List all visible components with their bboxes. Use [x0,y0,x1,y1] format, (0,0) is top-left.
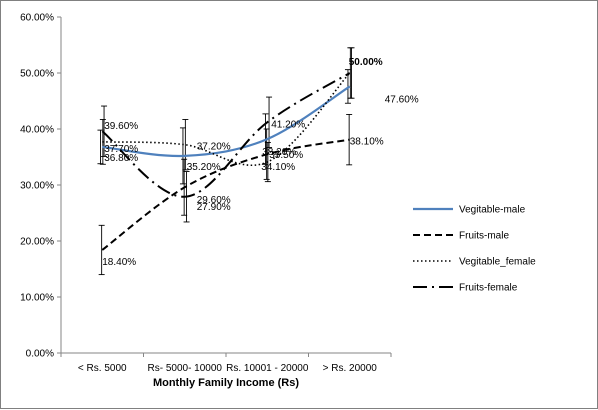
data-label: 34.10% [261,162,295,173]
data-label: 35.50% [269,150,303,161]
data-label: 36.80% [104,153,138,164]
y-tick-label: 0.00% [26,349,54,360]
data-label: 38.10% [350,137,384,148]
legend-label: Fruits-female [459,283,518,294]
legend-label: Vegitable-male [459,205,526,216]
series-line-1 [101,138,350,251]
x-tick-label: < Rs. 5000 [78,363,127,374]
y-tick-label: 60.00% [20,13,54,24]
y-tick-label: 10.00% [20,293,54,304]
data-label: 27.90% [197,202,231,213]
data-label: 38.20% [262,147,296,158]
series-line-2 [102,72,351,167]
data-label: 39.60% [104,121,138,132]
data-label: 41.20% [271,119,305,130]
data-label: 37.70% [104,144,138,155]
data-label: 50.00% [349,57,383,68]
data-label: 37.20% [197,142,231,153]
y-tick-label: 40.00% [20,125,54,136]
y-tick-label: 20.00% [20,237,54,248]
data-label: 47.60% [385,94,419,105]
data-label: 35.20% [187,162,221,173]
y-tick-label: 30.00% [20,181,54,192]
legend-label: Fruits-male [459,231,509,242]
data-label: 29.60% [197,195,231,206]
series-line-3 [101,72,351,198]
legend-label: Vegitable_female [459,257,536,268]
x-tick-label: > Rs. 20000 [323,363,378,374]
x-tick-label: Rs- 5000- 10000 [148,363,223,374]
series-line-0 [102,85,351,158]
x-tick-label: Rs. 10001 - 20000 [226,363,309,374]
data-label: 18.40% [102,257,136,268]
x-axis-title: Monthly Family Income (Rs) [153,377,299,389]
y-tick-label: 50.00% [20,69,54,80]
